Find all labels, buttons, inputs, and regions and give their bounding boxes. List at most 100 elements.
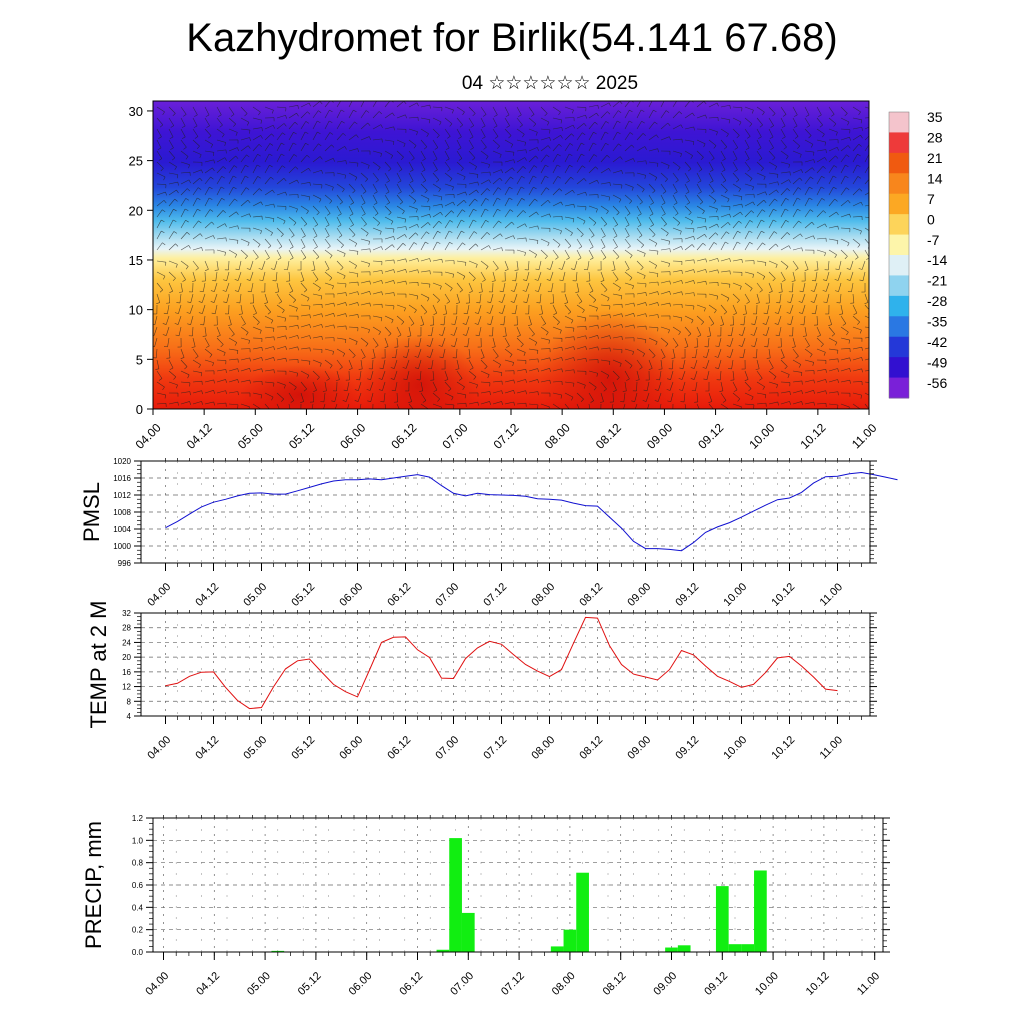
wind-barb-flag [219,124,223,128]
wind-barb [864,126,869,130]
wind-barb [396,304,406,309]
wind-barb [636,313,646,317]
wind-barb-flag [617,120,621,123]
wind-barb-flag [740,211,743,216]
wind-barb [238,260,242,270]
wind-barb [576,132,583,141]
wind-barb [636,216,642,226]
wind-barb [215,271,218,281]
wind-barb [528,106,535,115]
wind-barb-flag [626,213,631,216]
wind-barb [696,242,704,251]
wind-barb [396,216,406,220]
wind-barb-flag [808,135,812,139]
wind-barb-flag [770,125,774,128]
wind-barb [624,359,633,366]
wind-barb [816,128,825,135]
wind-barb-flag [740,196,743,201]
wind-barb-flag [657,302,659,306]
wind-barb-flag [195,356,199,359]
wind-barb [396,269,406,273]
wind-barb [192,370,202,373]
wind-barb-flag [575,291,579,293]
wind-barb-flag [242,323,246,326]
wind-barb-flag [169,136,174,139]
wind-barb [383,392,386,402]
wind-barb-flag [643,412,646,413]
wind-barb-flag [583,178,587,182]
wind-barb-flag [401,321,405,325]
wind-barb-flag [549,357,551,362]
wind-barb-flag [629,365,633,369]
wind-barb-flag [258,144,262,147]
wind-barb [660,194,666,204]
wind-barb-flag [773,376,777,380]
wind-barb-flag [375,345,379,348]
wind-barb [672,270,682,273]
wind-barb [684,236,694,240]
wind-barb [480,232,488,240]
wind-barb [528,348,538,351]
wind-barb [300,154,308,163]
wind-barb-flag [751,345,755,347]
wind-barb-flag [813,390,815,394]
wind-barb [789,304,794,314]
wind-barb [816,139,826,143]
wind-barb [180,271,186,280]
wind-barb-flag [404,234,407,238]
xtick-label: 09.12 [673,581,701,609]
wind-barb-flag [295,307,298,312]
wind-barb-flag [340,244,344,248]
wind-barb [852,164,858,174]
wind-barb-flag [199,177,203,182]
wind-barb [190,293,194,303]
wind-barb [588,227,595,236]
heatmap-xtick-label: 06.12 [388,420,419,451]
heatmap-ytick-label: 20 [129,203,143,218]
wind-barb-flag [270,320,274,324]
wind-barb-flag [692,141,695,146]
wind-barb-flag [211,221,215,225]
wind-barb-flag [333,313,335,317]
wind-barb [372,194,378,204]
wind-barb-flag [488,164,490,169]
wind-barb [300,347,310,350]
wind-barb-flag [225,390,227,395]
wind-barb-flag [282,132,286,136]
wind-barb-flag [557,244,561,248]
wind-barb [540,213,550,218]
wind-barb [851,282,854,292]
wind-barb-flag [230,114,235,117]
wind-barb-flag [256,322,260,326]
wind-barb [396,194,403,203]
wind-barb-flag [619,412,622,413]
wind-barb [576,178,585,185]
wind-barb [564,403,570,409]
wind-barb [732,315,734,325]
wind-barb [348,109,354,119]
wind-barb-flag [769,136,774,139]
wind-barb-flag [643,275,646,280]
wind-barb-flag [688,333,692,337]
wind-barb-flag [856,164,861,167]
wind-barb [660,161,670,166]
wind-barb [588,346,598,350]
wind-barb [864,153,869,163]
wind-barb-flag [763,176,766,181]
wind-barb-flag [428,408,429,409]
wind-barb [468,401,478,405]
wind-barb-flag [669,302,671,307]
wind-barb [153,326,158,336]
wind-barb [336,359,343,368]
wind-barb [336,101,342,108]
wind-barb [466,304,470,314]
wind-barb [564,357,574,361]
wind-barb [744,183,754,187]
wind-barb-flag [749,288,753,292]
wind-barb [348,172,358,178]
wind-barb-flag [690,367,695,369]
wind-barb-flag [316,377,320,381]
wind-barb-flag [345,292,347,297]
wind-barb [192,128,199,137]
wind-barb [744,271,754,275]
